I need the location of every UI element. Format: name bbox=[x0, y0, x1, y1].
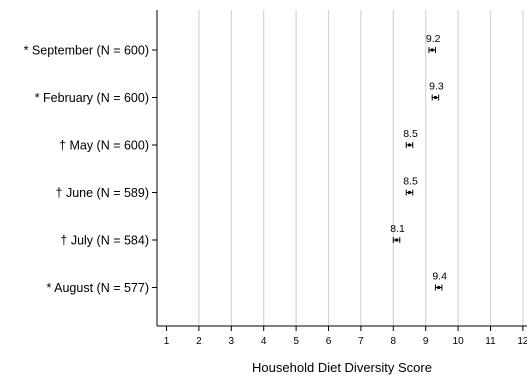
data-point bbox=[430, 48, 434, 52]
x-tick-label: 12 bbox=[517, 336, 527, 347]
data-point bbox=[394, 238, 399, 242]
data-label: 8.1 bbox=[390, 223, 405, 235]
x-tick-label: 3 bbox=[229, 336, 235, 347]
x-tick-label: 10 bbox=[453, 336, 465, 347]
x-tick-label: 1 bbox=[164, 336, 170, 347]
data-point bbox=[407, 143, 412, 147]
x-tick-label: 8 bbox=[391, 336, 397, 347]
category-label: † July (N = 584) bbox=[60, 234, 149, 248]
x-tick-label: 4 bbox=[261, 336, 267, 347]
x-tick-label: 11 bbox=[485, 336, 496, 347]
x-tick-label: 2 bbox=[196, 336, 202, 347]
data-label: 8.5 bbox=[403, 176, 418, 188]
data-point bbox=[437, 285, 441, 290]
x-tick-label: 5 bbox=[293, 336, 299, 347]
grid-layer bbox=[198, 10, 524, 326]
data-point bbox=[433, 95, 438, 100]
data-label: 8.5 bbox=[403, 128, 418, 140]
category-label: * September (N = 600) bbox=[24, 44, 149, 58]
data-point bbox=[407, 190, 412, 195]
x-axis-title: Household Diet Diversity Score bbox=[252, 360, 432, 375]
data-label: 9.4 bbox=[432, 271, 447, 283]
category-label: † May (N = 600) bbox=[59, 139, 149, 153]
y-tick-layer: * September (N = 600) * February (N = 600… bbox=[24, 44, 157, 295]
data-label: 9.2 bbox=[426, 33, 441, 45]
x-tick-label: 6 bbox=[326, 336, 332, 347]
x-tick-label: 7 bbox=[358, 336, 364, 347]
category-label: * August (N = 577) bbox=[47, 281, 150, 295]
x-tick-layer: 1 2 3 4 5 6 7 8 9 10 11 12 bbox=[164, 326, 527, 347]
data-label: 9.3 bbox=[429, 81, 444, 93]
mark-layer: 9.2 9.3 8.5 8.5 8.1 9.4 bbox=[390, 33, 447, 291]
x-tick-label: 9 bbox=[423, 336, 429, 347]
category-label: * February (N = 600) bbox=[35, 91, 149, 105]
category-label: † June (N = 589) bbox=[56, 186, 149, 200]
